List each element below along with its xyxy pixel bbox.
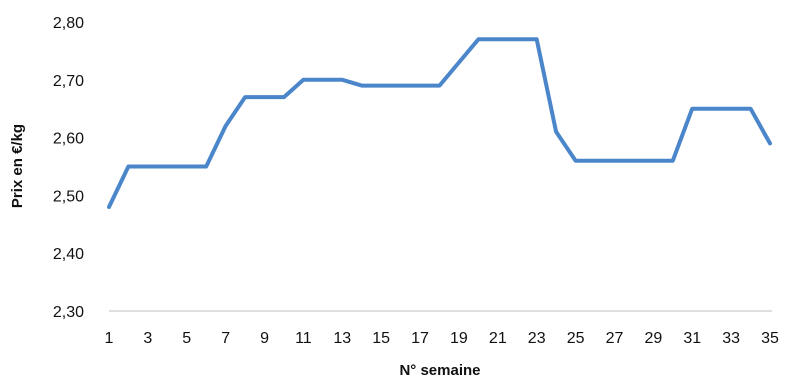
x-tick-label: 5 [182, 330, 191, 347]
x-tick-label: 23 [528, 330, 546, 347]
x-tick-label: 31 [683, 330, 701, 347]
x-tick-label: 7 [221, 330, 230, 347]
x-tick-label: 11 [295, 330, 312, 347]
y-tick-label: 2,40 [53, 246, 84, 263]
y-tick-label: 2,80 [53, 15, 84, 32]
x-tick-label: 29 [644, 330, 662, 347]
y-axis-ticks: 2,30 2,40 2,50 2,60 2,70 2,80 [53, 15, 84, 321]
x-tick-label: 15 [372, 330, 390, 347]
x-tick-label: 13 [333, 330, 351, 347]
x-tick-label: 17 [411, 330, 429, 347]
x-tick-label: 25 [567, 330, 585, 347]
y-axis-title: Prix en €/kg [9, 124, 26, 208]
x-tick-label: 9 [260, 330, 269, 347]
x-tick-label: 35 [761, 330, 779, 347]
x-tick-label: 19 [450, 330, 468, 347]
y-tick-label: 2,60 [53, 131, 84, 148]
y-tick-label: 2,70 [53, 73, 84, 90]
x-tick-label: 27 [606, 330, 624, 347]
y-tick-label: 2,50 [53, 188, 84, 205]
x-axis-ticks: 1 3 5 7 9 11 13 15 17 19 21 23 25 27 29 31 33 35 [105, 330, 779, 347]
x-tick-label: 33 [722, 330, 740, 347]
x-tick-label: 21 [489, 330, 507, 347]
x-tick-label: 3 [143, 330, 152, 347]
x-axis-title: N° semaine [399, 362, 480, 379]
series-line-price [107, 37, 772, 209]
x-tick-label: 1 [105, 330, 114, 347]
y-tick-label: 2,30 [53, 304, 84, 321]
